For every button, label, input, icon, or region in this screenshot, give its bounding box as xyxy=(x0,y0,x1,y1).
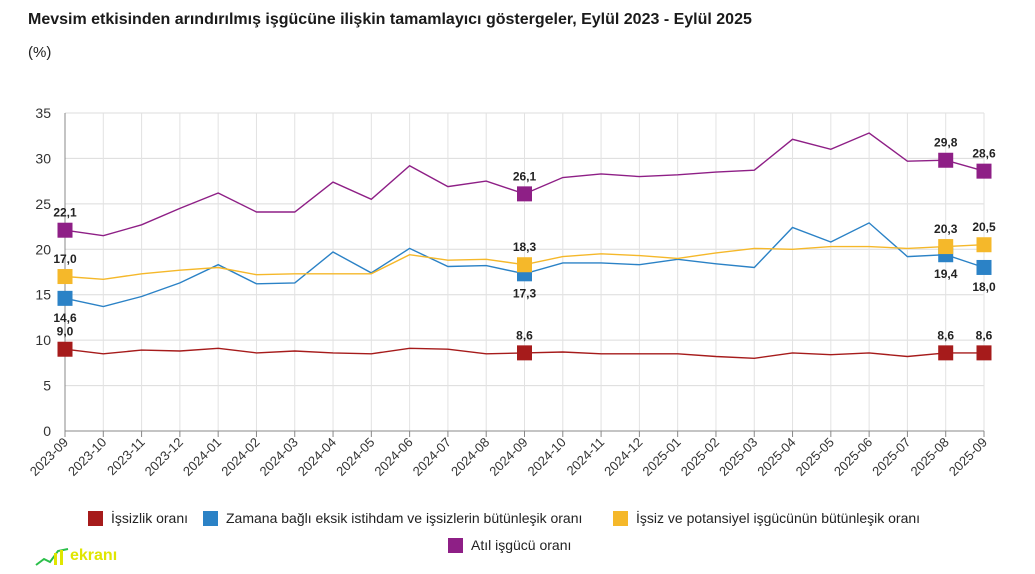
x-tick-label: 2024-01 xyxy=(180,435,224,479)
x-tick-label: 2025-08 xyxy=(907,435,951,479)
data-label: 20,3 xyxy=(934,222,958,236)
legend-label-unemployment-rate: İşsizlik oranı xyxy=(111,510,189,526)
y-tick-label: 5 xyxy=(43,378,51,394)
x-tick-label: 2024-03 xyxy=(257,435,301,479)
data-point-marker[interactable] xyxy=(57,341,73,357)
x-tick-label: 2025-03 xyxy=(716,435,760,479)
x-tick-label: 2024-02 xyxy=(218,435,262,479)
data-point-marker[interactable] xyxy=(976,163,992,179)
y-tick-label: 10 xyxy=(35,332,51,348)
data-label-layer: 9,0 8,6 8,6 8,6 14,6 17,3 19,4 18,0 17,0 18,3 20,3… xyxy=(53,136,996,343)
data-point-marker[interactable] xyxy=(57,269,73,285)
legend-item-potential-labour-force[interactable]: İşsiz ve potansiyel işgücünün bütünleşik… xyxy=(613,510,920,526)
x-tick-label: 2024-06 xyxy=(371,435,415,479)
data-label: 8,6 xyxy=(976,328,993,342)
x-tick-label: 2024-09 xyxy=(486,435,530,479)
brand-logo-mark xyxy=(35,548,69,566)
x-tick-label: 2023-09 xyxy=(27,435,71,479)
data-label: 18,3 xyxy=(513,240,537,254)
legend-label-time-related-underemployment: Zamana bağlı eksik istihdam ve işsizleri… xyxy=(226,510,583,526)
y-tick-label: 25 xyxy=(35,196,51,212)
x-tick-label: 2025-05 xyxy=(793,435,837,479)
y-tick-label: 0 xyxy=(43,423,51,439)
x-tick-label: 2024-04 xyxy=(295,435,339,479)
legend-item-labour-underutilisation[interactable]: Atıl işgücü oranı xyxy=(448,537,571,553)
legend-swatch-time-related-underemployment xyxy=(203,510,218,526)
x-tick-label: 2024-11 xyxy=(564,435,608,479)
legend-swatch-labour-underutilisation xyxy=(448,537,463,553)
x-tick-label: 2024-12 xyxy=(601,435,645,479)
legend-item-time-related-underemployment[interactable]: Zamana bağlı eksik istihdam ve işsizleri… xyxy=(203,510,582,526)
x-tick-label: 2024-05 xyxy=(333,435,377,479)
series-layer xyxy=(57,132,992,361)
data-label: 26,1 xyxy=(513,169,537,183)
data-label: 29,8 xyxy=(934,136,958,150)
axis-layer: 0 5 10 15 20 25 30 35 2023-092023-102023-112023-… xyxy=(27,105,990,479)
x-tick-label: 2023-11 xyxy=(104,435,148,479)
data-point-marker[interactable] xyxy=(938,345,954,361)
x-tick-label: 2025-01 xyxy=(639,435,683,479)
data-label: 18,0 xyxy=(972,280,996,294)
y-tick-label: 15 xyxy=(35,287,51,303)
data-point-marker[interactable] xyxy=(57,222,73,238)
x-tick-label: 2024-08 xyxy=(448,435,492,479)
chart-subtitle: (%) xyxy=(28,44,52,61)
legend-item-unemployment-rate[interactable]: İşsizlik oranı xyxy=(88,510,188,526)
data-label: 22,1 xyxy=(53,206,77,220)
data-label: 9,0 xyxy=(57,325,74,339)
data-point-marker[interactable] xyxy=(938,152,954,168)
legend-label-potential-labour-force: İşsiz ve potansiyel işgücünün bütünleşik… xyxy=(636,510,921,526)
data-label: 28,6 xyxy=(972,147,996,161)
data-label: 20,5 xyxy=(972,220,996,234)
x-tick-label: 2025-09 xyxy=(946,435,990,479)
x-tick-label: 2024-10 xyxy=(525,435,569,479)
x-tick-label: 2023-12 xyxy=(142,435,186,479)
data-point-marker[interactable] xyxy=(976,259,992,275)
data-point-marker[interactable] xyxy=(57,290,73,306)
brand-logo: ekranı xyxy=(34,545,144,569)
data-point-marker[interactable] xyxy=(976,237,992,253)
data-label: 19,4 xyxy=(934,267,958,281)
y-tick-label: 35 xyxy=(35,105,51,121)
data-label: 8,6 xyxy=(937,328,954,342)
brand-logo-text: ekranı xyxy=(70,547,118,564)
legend-swatch-potential-labour-force xyxy=(613,510,628,526)
data-label: 17,3 xyxy=(513,286,537,300)
x-tick-label: 2025-07 xyxy=(869,435,913,479)
data-point-marker[interactable] xyxy=(517,345,532,361)
y-tick-label: 20 xyxy=(35,241,51,257)
data-point-marker[interactable] xyxy=(517,186,532,202)
y-tick-label: 30 xyxy=(35,150,51,166)
data-point-marker[interactable] xyxy=(938,239,954,255)
legend-swatch-unemployment-rate xyxy=(88,510,103,526)
x-tick-label: 2025-04 xyxy=(754,435,798,479)
grid-layer xyxy=(64,112,985,432)
data-label: 17,0 xyxy=(53,252,77,266)
chart-title: Mevsim etkisinden arındırılmış işgücüne … xyxy=(28,11,752,28)
data-point-marker[interactable] xyxy=(976,345,992,361)
legend-label-labour-underutilisation: Atıl işgücü oranı xyxy=(471,537,572,553)
x-tick-label: 2025-02 xyxy=(678,435,722,479)
data-point-marker[interactable] xyxy=(517,257,532,273)
data-label: 8,6 xyxy=(516,328,533,342)
data-label: 14,6 xyxy=(53,311,77,325)
x-tick-label: 2024-07 xyxy=(410,435,454,479)
x-tick-label: 2023-10 xyxy=(65,435,109,479)
x-tick-label: 2025-06 xyxy=(831,435,875,479)
